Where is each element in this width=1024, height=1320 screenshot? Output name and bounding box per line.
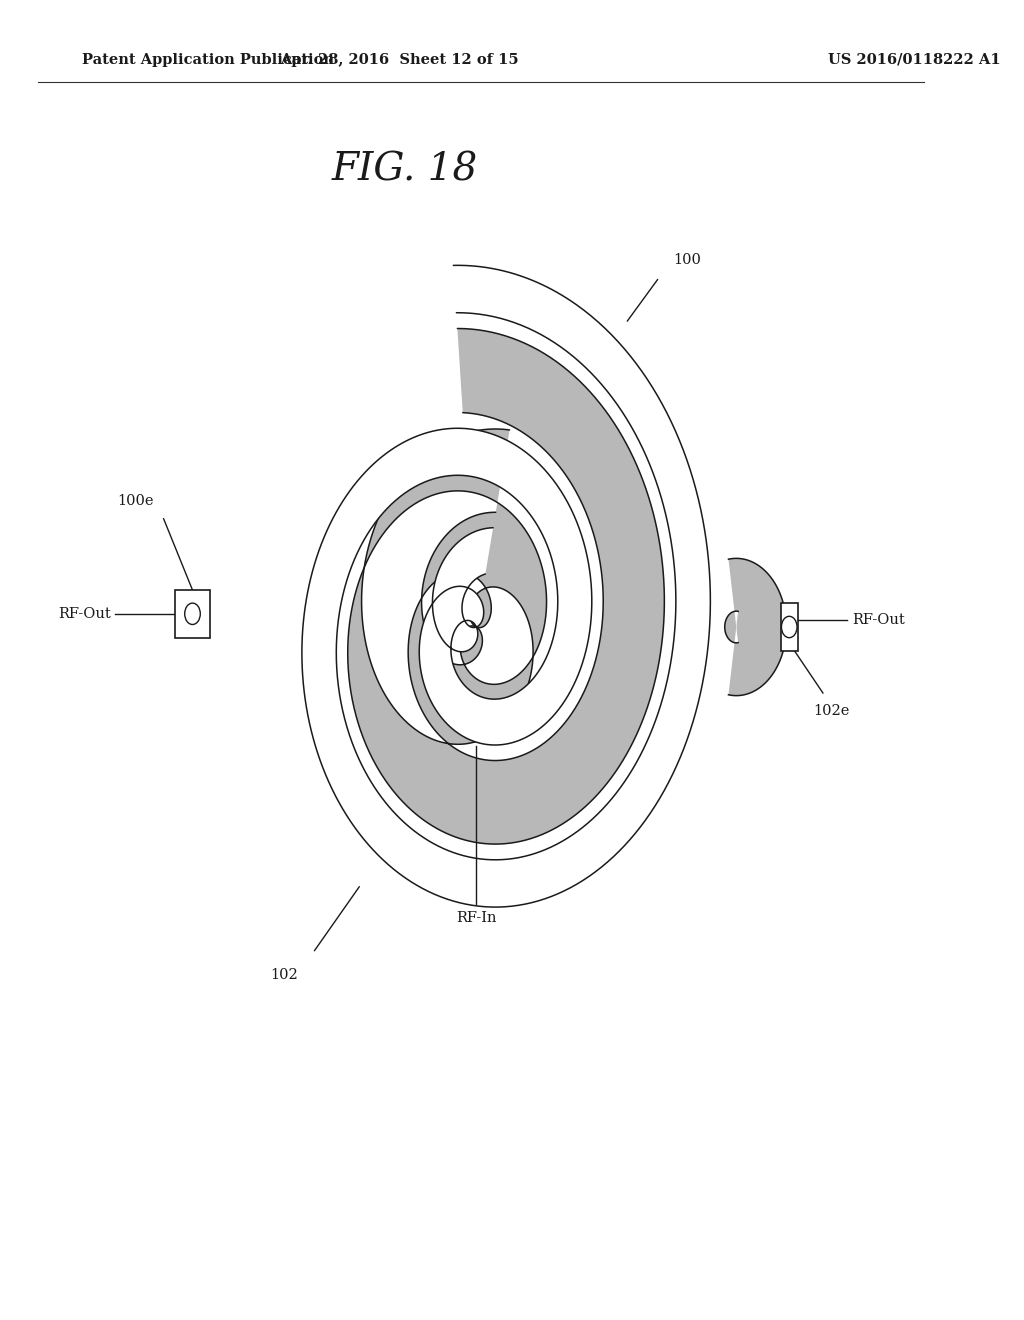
Text: 102: 102: [270, 968, 298, 982]
Polygon shape: [302, 265, 711, 907]
Bar: [780, 603, 798, 651]
Text: Apr. 28, 2016  Sheet 12 of 15: Apr. 28, 2016 Sheet 12 of 15: [281, 53, 519, 67]
Text: US 2016/0118222 A1: US 2016/0118222 A1: [827, 53, 1000, 67]
Text: 100: 100: [674, 252, 701, 267]
Circle shape: [781, 616, 797, 638]
Polygon shape: [348, 329, 665, 843]
Text: 100e: 100e: [118, 494, 154, 508]
Polygon shape: [725, 558, 786, 696]
Text: RF-In: RF-In: [456, 911, 497, 925]
Text: RF-Out: RF-Out: [58, 607, 111, 620]
Text: FIG. 18: FIG. 18: [331, 152, 477, 189]
Text: Patent Application Publication: Patent Application Publication: [82, 53, 334, 67]
Text: 102e: 102e: [813, 704, 850, 718]
Circle shape: [184, 603, 201, 624]
Text: RF-Out: RF-Out: [852, 614, 904, 627]
Bar: [175, 590, 210, 638]
